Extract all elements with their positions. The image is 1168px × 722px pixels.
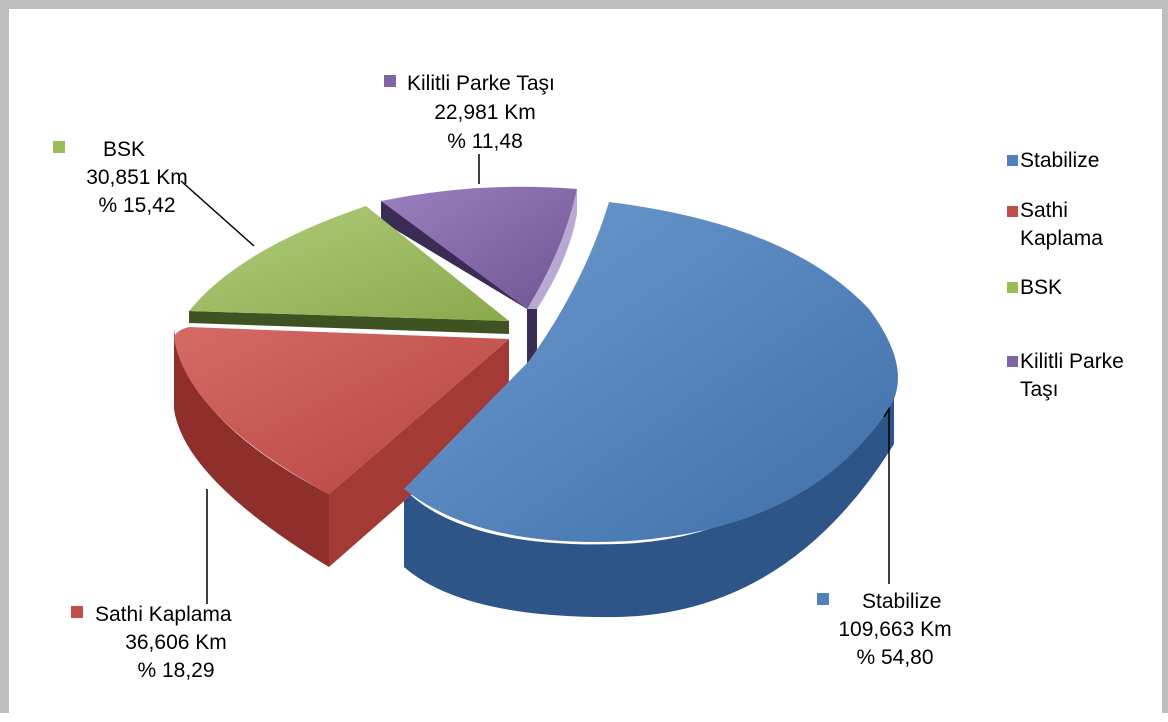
bsk-label-marker [53,141,65,153]
kilitli-label-marker [384,75,396,87]
sathi-label-name: Sathi Kaplama [95,603,232,626]
stabilize-slice [404,202,898,542]
stabilize-label-name: Stabilize [862,590,941,613]
legend-label-kilitli-line2: Taşı [1020,378,1059,401]
bsk-slice-side [189,311,509,334]
bsk-label-name: BSK [103,138,145,161]
data-label-sathi: Sathi Kaplama 36,606 Km % 18,29 [71,603,232,682]
stabilize-slice-side [404,379,894,618]
kilitli-parke-tasi-slice [381,186,577,309]
sathi-label-value: 36,606 Km [125,631,227,654]
legend-marker-kilitli [1007,356,1018,367]
stabilize-label-percent: % 54,80 [856,646,933,669]
legend-item-kilitli-parke-tasi: Kilitli Parke Taşı [1007,350,1124,401]
kilitli-slice-side [381,201,537,371]
legend-marker-bsk [1007,282,1018,293]
legend-label-sathi-line2: Kaplama [1020,227,1103,250]
sathi-kaplama-slice-front-wall [329,339,509,567]
legend-item-bsk: BSK [1007,276,1062,299]
pie-tops [174,186,898,542]
sathi-kaplama-slice [174,327,509,494]
data-label-kilitli: Kilitli Parke Taşı 22,981 Km % 11,48 [384,72,555,153]
data-label-bsk: BSK 30,851 Km % 15,42 [53,138,188,217]
pie-sides [174,189,894,618]
legend: Stabilize Sathi Kaplama BSK Kilitli Park… [1007,149,1124,401]
data-label-stabilize: Stabilize 109,663 Km % 54,80 [817,590,952,669]
pie-chart: Kilitli Parke Taşı 22,981 Km % 11,48 BSK… [53,72,1124,682]
sathi-kaplama-slice-side [174,329,329,567]
legend-item-sathi-kaplama: Sathi Kaplama [1007,199,1103,250]
kilitli-label-name: Kilitli Parke Taşı [407,72,555,95]
legend-label-kilitli-line1: Kilitli Parke [1020,350,1124,373]
kilitli-slice-right-wall [527,189,577,309]
bsk-label-value: 30,851 Km [86,166,188,189]
stabilize-leader-line [883,406,890,584]
legend-marker-sathi-kaplama [1007,206,1018,217]
legend-label-sathi-line1: Sathi [1020,199,1068,222]
sathi-label-marker [71,606,83,618]
legend-marker-stabilize [1007,155,1018,166]
kilitli-label-value: 22,981 Km [434,101,536,124]
leader-lines [180,154,890,604]
bsk-label-percent: % 15,42 [98,194,175,217]
legend-label-stabilize: Stabilize [1020,149,1099,172]
legend-label-bsk: BSK [1020,276,1062,299]
bsk-leader-line [180,180,255,247]
legend-item-stabilize: Stabilize [1007,149,1099,172]
bsk-slice [189,206,509,321]
stabilize-label-marker [817,593,829,605]
sathi-label-percent: % 18,29 [137,659,214,682]
kilitli-label-percent: % 11,48 [447,130,523,153]
stabilize-label-value: 109,663 Km [838,618,951,641]
